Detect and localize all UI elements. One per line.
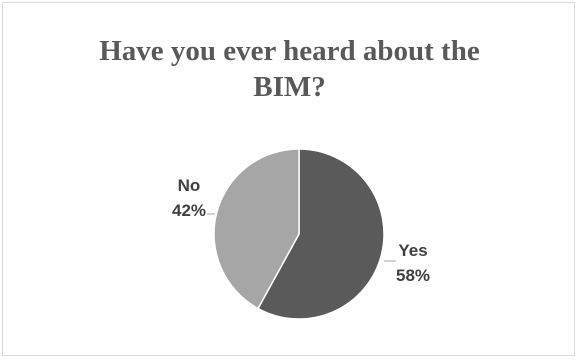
data-label-category-yes: Yes [398,241,427,260]
chart-title-text: Have you ever heard about the BIM? [99,35,480,103]
data-labels: Yes 58% No 42% [172,176,430,285]
pie-slices [213,148,385,320]
data-label-value-no: 42% [172,201,206,220]
data-label-value-yes: 58% [396,266,430,285]
chart-title: Have you ever heard about the BIM? [3,33,576,105]
pie-slice-no [213,148,300,310]
chart-area: Have you ever heard about the BIM? Yes 58… [2,2,575,356]
pie-chart: Yes 58% No 42% [172,148,430,320]
pie-slice-yes [257,148,385,320]
leader-lines [207,213,396,262]
data-label-category-no: No [178,176,201,195]
